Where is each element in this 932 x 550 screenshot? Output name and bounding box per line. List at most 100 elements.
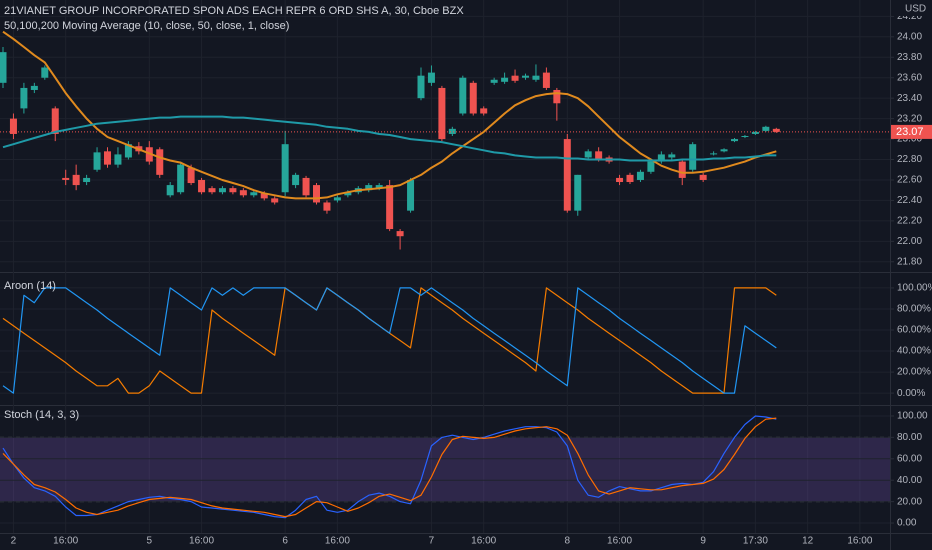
candle-body: [156, 149, 164, 175]
candle-body: [302, 177, 310, 196]
candle-body: [553, 89, 561, 104]
x-tick-label: 16:00: [189, 536, 214, 547]
candle-body: [218, 188, 226, 193]
candle-body: [574, 174, 582, 211]
x-tick-label: 6: [282, 536, 288, 547]
x-tick-label: 2: [11, 536, 17, 547]
candle-body: [104, 151, 111, 165]
x-tick-label: 16:00: [847, 536, 872, 547]
candle-body: [93, 152, 101, 170]
y-tick-label: 23.60: [897, 72, 922, 83]
candle-body: [532, 75, 540, 80]
candle-body: [72, 174, 80, 186]
candle-body: [292, 174, 300, 186]
y-tick-label: 100.00: [897, 411, 928, 422]
candle-body: [250, 192, 258, 196]
indicator-legend: 50,100,200 Moving Average (10, close, 50…: [4, 20, 289, 32]
candle-body: [239, 190, 247, 196]
candle-body: [83, 177, 91, 183]
candle-body: [657, 154, 665, 162]
x-tick-label: 17:30: [743, 536, 768, 547]
candle-body: [51, 108, 59, 134]
x-tick-label: 7: [429, 536, 435, 547]
y-tick-label: 22.00: [897, 236, 922, 247]
x-tick-label: 16:00: [53, 536, 78, 547]
series-line: [2, 287, 777, 394]
y-tick-label: 22.80: [897, 154, 922, 165]
candle-body: [710, 153, 718, 155]
candle-body: [41, 67, 49, 78]
candle-body: [386, 185, 394, 230]
candle-body: [166, 185, 174, 196]
candle-body: [124, 144, 132, 158]
candle-body: [30, 85, 38, 90]
y-tick-label: 60.00: [897, 453, 922, 464]
candle-body: [20, 87, 28, 109]
indicator-title: Aroon (14): [4, 280, 56, 292]
plot: [0, 30, 890, 519]
candle-body: [0, 52, 7, 83]
candle-body: [647, 161, 655, 172]
candle-body: [229, 188, 237, 193]
y-tick-label: 80.00%: [897, 304, 931, 315]
candle-body: [490, 79, 498, 83]
candle-body: [584, 151, 592, 158]
candle-body: [720, 149, 728, 152]
y-tick-label: 40.00: [897, 475, 922, 486]
y-tick-label: 23.40: [897, 93, 922, 104]
y-tick-label: 40.00%: [897, 346, 931, 357]
y-tick-label: 23.20: [897, 113, 922, 124]
candle-body: [114, 154, 122, 165]
candle-body: [417, 75, 425, 99]
x-tick-label: 8: [565, 536, 571, 547]
x-tick-label: 5: [147, 536, 153, 547]
candle-body: [271, 198, 279, 203]
grid: [0, 0, 890, 533]
candle-body: [344, 192, 352, 196]
x-tick-label: 12: [802, 536, 814, 547]
candle-body: [741, 136, 749, 138]
y-tick-label: 0.00%: [897, 388, 925, 399]
y-tick-label: 23.00: [897, 134, 922, 145]
candle-body: [198, 179, 206, 193]
y-tick-label: 100.00%: [897, 283, 932, 294]
candle-body: [511, 75, 519, 81]
y-tick-label: 24.00: [897, 31, 922, 42]
candle-body: [459, 77, 467, 114]
candle-body: [313, 185, 320, 203]
candle-body: [365, 185, 373, 191]
candle-body: [668, 154, 676, 158]
candle-body: [626, 174, 634, 183]
candle-body: [522, 75, 529, 78]
candle-body: [396, 231, 404, 237]
currency-box: [892, 2, 930, 16]
candle-body: [469, 82, 477, 114]
y-tick-label: 20.00%: [897, 367, 931, 378]
y-tick-label: 22.60: [897, 175, 922, 186]
candle-body: [281, 144, 289, 193]
series-line: [2, 417, 777, 518]
series-line: [2, 415, 777, 519]
y-tick-label: 22.20: [897, 216, 922, 227]
candle-body: [208, 188, 216, 193]
y-tick-label: 0.00: [897, 518, 917, 529]
candle-body: [333, 197, 341, 201]
candle-body: [772, 128, 780, 132]
chart-title: 21VIANET GROUP INCORPORATED SPON ADS EAC…: [4, 5, 464, 17]
candle-body: [260, 193, 268, 199]
candle-body: [480, 108, 488, 114]
axes: 2 16:00 5 16:00 6 16:00 7 16:00 8 16:00 9 17:30 12 16…: [11, 11, 932, 547]
candle-body: [375, 185, 383, 189]
candle-body: [427, 72, 435, 83]
candle-body: [762, 126, 770, 131]
candle-body: [636, 171, 644, 180]
x-tick-label: 16:00: [607, 536, 632, 547]
candle-body: [699, 174, 707, 180]
candle-body: [731, 139, 738, 142]
last-price-label: 23.07: [896, 126, 924, 138]
candle-body: [563, 139, 571, 211]
candle-body: [323, 202, 331, 211]
currency-label: USD: [905, 4, 926, 15]
y-tick-label: 60.00%: [897, 325, 931, 336]
